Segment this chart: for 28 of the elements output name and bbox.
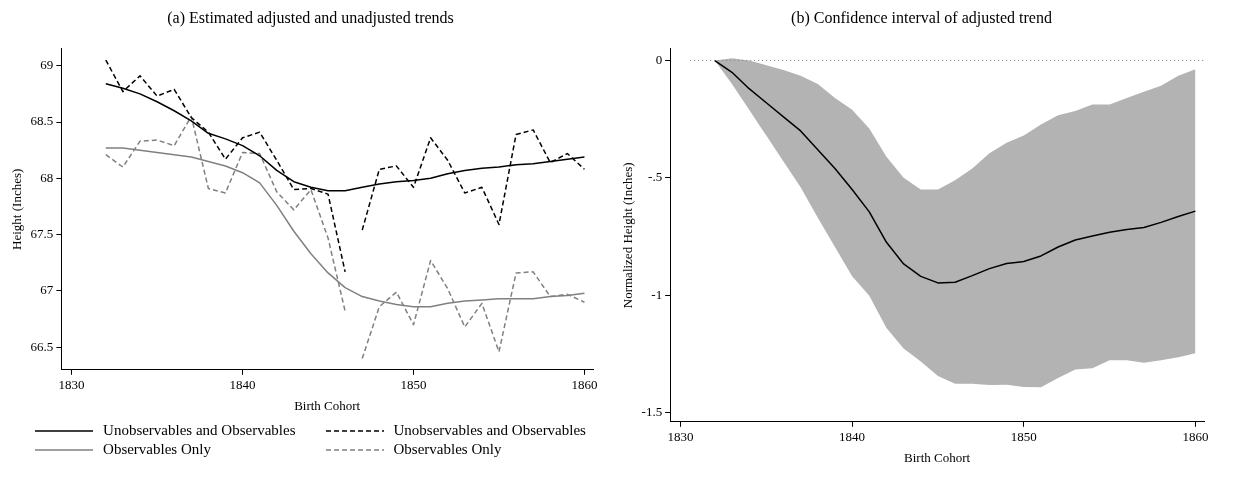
x-tick-label: 1850 (1010, 429, 1037, 445)
y-axis-title: Height (Inches) (9, 168, 25, 250)
y-axis-title: Normalized Height (Inches) (620, 162, 636, 309)
y-tick-label: 67 (40, 282, 54, 298)
chart-title: (b) Confidence interval of adjusted trend (790, 8, 1053, 29)
x-tick-label: 1860 (571, 377, 598, 393)
y-tick-label: 67.5 (30, 226, 54, 242)
y-tick-label: -1 (651, 286, 663, 302)
y-tick-label: -1.5 (641, 403, 663, 419)
y-tick-label: 69 (40, 57, 54, 73)
y-tick-label: 0 (655, 51, 663, 67)
y-tick-label: 68 (40, 169, 54, 185)
x-tick-label: 1840 (229, 377, 256, 393)
x-tick-label: 1860 (1182, 429, 1209, 445)
x-tick-label: 1830 (667, 429, 694, 445)
legend-label: Unobservables and Observables (103, 422, 296, 439)
y-tick-label: -.5 (648, 169, 663, 185)
y-tick-label: 66.5 (30, 338, 54, 354)
legend-label: Unobservables and Observables (393, 422, 586, 439)
x-tick-label: 1840 (839, 429, 866, 445)
legend-label: Observables Only (393, 441, 502, 458)
x-axis-title: Birth Cohort (294, 397, 361, 413)
x-tick-label: 1850 (400, 377, 427, 393)
legend-label: Observables Only (103, 441, 211, 458)
chart-title: (a) Estimated adjusted and unadjusted trends (166, 8, 455, 29)
x-axis-title: Birth Cohort (904, 449, 971, 465)
y-tick-label: 68.5 (30, 113, 54, 129)
x-tick-label: 1830 (58, 377, 85, 393)
